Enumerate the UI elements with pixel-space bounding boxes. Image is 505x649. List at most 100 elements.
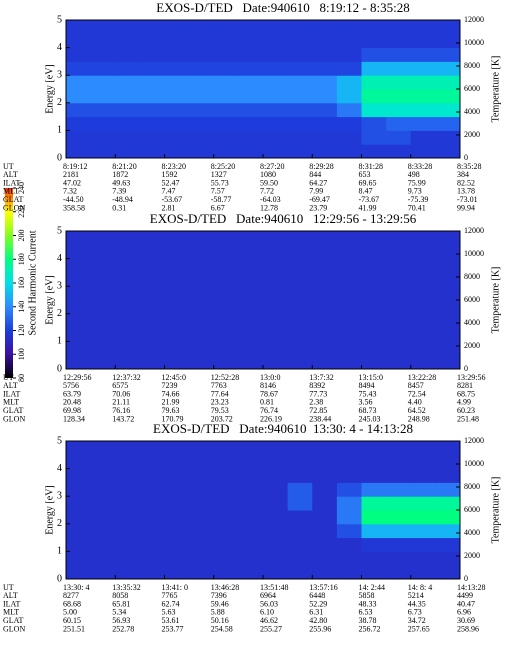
- ephemeris-cell: 46.62: [260, 616, 278, 625]
- heatmap-cell: [213, 441, 239, 456]
- heatmap-cell: [189, 565, 215, 580]
- heatmap-cell: [90, 89, 116, 104]
- y-tick-label: 2: [57, 97, 62, 108]
- heatmap-cell: [287, 551, 313, 566]
- ephemeris-row-label: UT: [3, 373, 14, 382]
- heatmap-cell: [263, 468, 289, 483]
- heatmap-cell: [66, 496, 92, 511]
- heatmap-cell: [386, 272, 412, 287]
- ephemeris-cell: 13:22:28: [408, 373, 436, 382]
- ephemeris-cell: 65.81: [112, 599, 130, 608]
- ephemeris-cell: 14:13:28: [457, 583, 485, 592]
- heatmap-cell: [410, 130, 436, 145]
- heatmap-cell: [361, 313, 387, 329]
- heatmap-cell: [189, 47, 215, 62]
- heatmap-cell: [213, 33, 239, 49]
- ephemeris-cell: 12:37:32: [112, 373, 140, 382]
- ephemeris-cell: 72.85: [309, 406, 327, 415]
- ephemeris-cell: -48.94: [112, 195, 133, 204]
- heatmap-cell: [189, 258, 215, 273]
- ephemeris-cell: 13:0:0: [260, 373, 280, 382]
- y2-axis-label: Temperature [K]: [490, 477, 501, 544]
- heatmap-cell: [410, 327, 436, 342]
- heatmap-cell: [164, 341, 190, 356]
- colorbar-tick-label: 200: [17, 230, 26, 242]
- ephemeris-cell: 7765: [162, 591, 178, 600]
- heatmap-cell: [361, 496, 387, 511]
- heatmap-cell: [115, 454, 141, 470]
- heatmap-cell: [164, 355, 190, 370]
- heatmap-cell: [213, 61, 239, 76]
- heatmap-cell: [115, 144, 141, 159]
- heatmap-cell: [189, 231, 215, 246]
- ephemeris-cell: 77.64: [211, 389, 229, 398]
- heatmap-cell: [263, 102, 289, 118]
- ephemeris-row-label: GLAT: [3, 406, 24, 415]
- heatmap-cell: [213, 482, 239, 497]
- ephemeris-cell: 55.73: [211, 178, 229, 187]
- heatmap-cell: [90, 327, 116, 342]
- ephemeris-cell: 7239: [162, 381, 178, 390]
- heatmap-cell: [164, 327, 190, 342]
- ephemeris-cell: 70.06: [112, 389, 130, 398]
- heatmap-cell: [263, 300, 289, 315]
- heatmap-cell: [410, 313, 436, 329]
- heatmap-cell: [361, 482, 387, 497]
- heatmap-cell: [435, 272, 461, 287]
- heatmap-cell: [213, 496, 239, 511]
- heatmap-cell: [336, 482, 362, 497]
- heatmap-cell: [386, 355, 412, 370]
- heatmap-cell: [287, 327, 313, 342]
- heatmap-cell: [336, 523, 362, 539]
- heatmap-cell: [386, 441, 412, 456]
- ephemeris-cell: 59.50: [260, 178, 278, 187]
- ephemeris-cell: 13:46:28: [211, 583, 239, 592]
- heatmap-cell: [312, 300, 338, 315]
- heatmap-cell: [263, 89, 289, 104]
- heatmap-cell: [238, 468, 264, 483]
- heatmap-cell: [238, 537, 264, 552]
- heatmap-cell: [66, 33, 92, 49]
- heatmap-cell: [336, 313, 362, 329]
- heatmap-cell: [386, 313, 412, 329]
- heatmap-cell: [238, 102, 264, 118]
- heatmap-cell: [238, 551, 264, 566]
- ephemeris-cell: 77.73: [309, 389, 327, 398]
- ephemeris-cell: 2.38: [309, 398, 323, 407]
- ephemeris-cell: 7763: [211, 381, 227, 390]
- ephemeris-cell: 226.19: [260, 414, 282, 423]
- heatmap-cell: [115, 231, 141, 246]
- heatmap-cell: [410, 20, 436, 35]
- heatmap-cell: [238, 441, 264, 456]
- heatmap-cell: [312, 272, 338, 287]
- heatmap-cell: [238, 33, 264, 49]
- heatmap-cell: [139, 565, 165, 580]
- heatmap-cell: [312, 102, 338, 118]
- ephemeris-cell: 23.23: [211, 398, 229, 407]
- heatmap-cell: [66, 355, 92, 370]
- heatmap-cell: [115, 244, 141, 260]
- heatmap-cell: [435, 20, 461, 35]
- heatmap-cell: [66, 75, 92, 90]
- heatmap-cell: [189, 244, 215, 260]
- ephemeris-cell: 13:57:16: [309, 583, 337, 592]
- heatmap-cell: [139, 300, 165, 315]
- ephemeris-cell: 63.79: [63, 389, 81, 398]
- ephemeris-cell: 8392: [309, 381, 325, 390]
- ephemeris-cell: 7.57: [211, 187, 225, 196]
- y2-tick-label: 0: [464, 153, 468, 162]
- ephemeris-cell: 5.34: [112, 608, 126, 617]
- heatmap-cell: [213, 130, 239, 145]
- ephemeris-cell: 1872: [112, 170, 128, 179]
- heatmap-cell: [336, 33, 362, 49]
- heatmap-cell: [189, 130, 215, 145]
- heatmap-cell: [336, 244, 362, 260]
- y-axis-label: Energy [eV]: [44, 275, 55, 325]
- ephemeris-cell: 251.51: [63, 624, 85, 633]
- heatmap-cell: [189, 468, 215, 483]
- ephemeris-row-label: UT: [3, 583, 14, 592]
- heatmap-cell: [90, 482, 116, 497]
- ephemeris-cell: 8277: [63, 591, 79, 600]
- panel-title: EXOS-D/TED Date:940610 8:19:12 - 8:35:28: [156, 0, 409, 15]
- heatmap-cell: [213, 468, 239, 483]
